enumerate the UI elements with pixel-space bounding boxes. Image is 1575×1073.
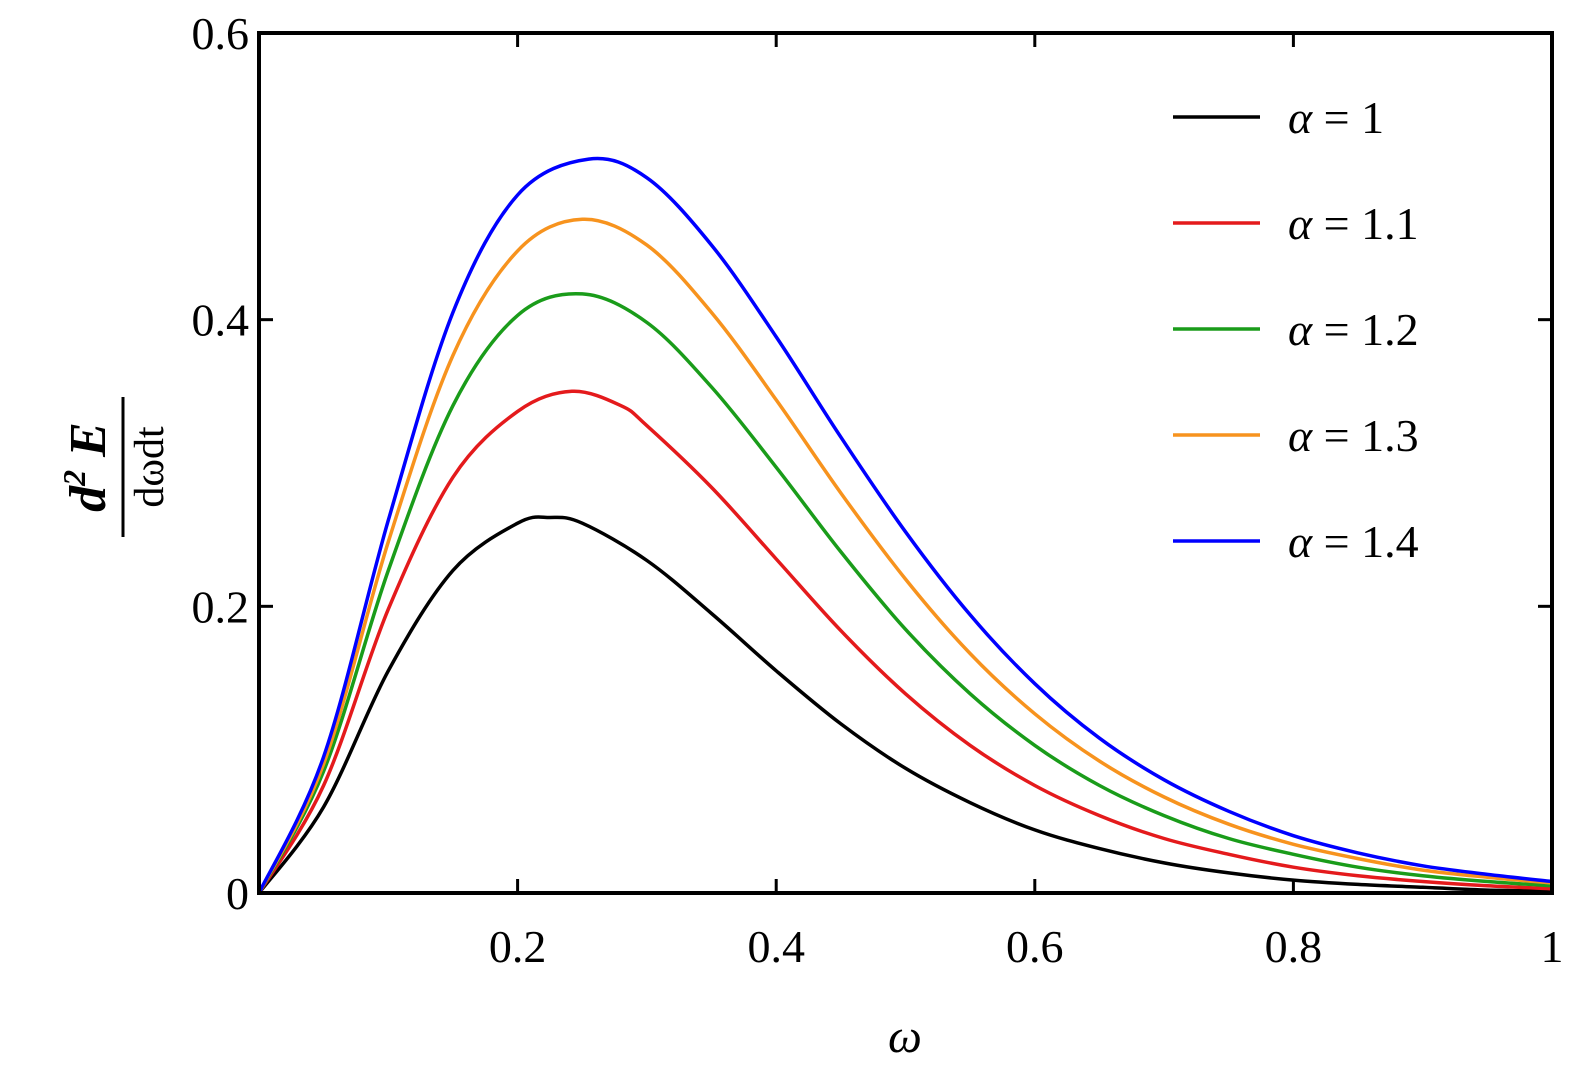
series-line-2 [257, 291, 1553, 894]
y-label-d: d [60, 485, 117, 512]
y-tick-label: 0.4 [192, 295, 250, 346]
y-ticks [259, 31, 1552, 895]
series-line-4 [257, 156, 1553, 894]
series-line-3 [257, 217, 1553, 894]
legend-label-0: α = 1 [1288, 92, 1384, 143]
x-tick-label: 1 [1541, 921, 1564, 972]
series-line-1 [257, 389, 1553, 894]
legend-label-3: α = 1.3 [1288, 410, 1419, 461]
y-axis-label: d2 E dωdt [56, 397, 173, 537]
x-tick-label: 0.2 [489, 921, 547, 972]
y-tick-label: 0 [226, 868, 249, 919]
series-line-0 [257, 515, 1553, 895]
svg-text:d2 E: d2 E [56, 422, 117, 512]
y-tick-label: 0.6 [192, 8, 250, 59]
y-label-exp: 2 [56, 470, 92, 487]
x-tick-label: 0.8 [1265, 921, 1323, 972]
legend: α = 1 α = 1.1 α = 1.2 α = 1.3 α = 1.4 [1173, 92, 1419, 567]
x-tick-labels: 0.2 0.4 0.6 0.8 1 [489, 921, 1564, 972]
x-tick-label: 0.4 [747, 921, 805, 972]
y-tick-label: 0.2 [192, 581, 250, 632]
legend-label-1: α = 1.1 [1288, 198, 1419, 249]
y-label-denominator: dωdt [127, 426, 173, 508]
legend-label-2: α = 1.2 [1288, 304, 1419, 355]
x-ticks [516, 33, 1554, 893]
plot-frame [257, 31, 1554, 895]
legend-label-4: α = 1.4 [1288, 516, 1419, 567]
x-tick-label: 0.6 [1006, 921, 1064, 972]
y-tick-labels: 0 0.2 0.4 0.6 [192, 8, 250, 919]
x-axis-label: ω [888, 1010, 922, 1063]
series-lines [257, 156, 1553, 895]
y-label-e: E [60, 422, 117, 458]
